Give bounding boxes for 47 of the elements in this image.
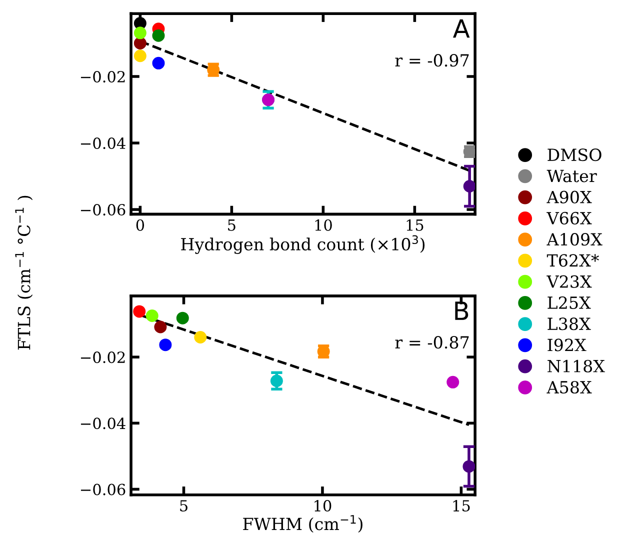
annotation: B [455, 302, 468, 320]
x-tick-label: 10 [315, 219, 332, 231]
x-tick-label: 15 [406, 219, 424, 231]
point [152, 29, 165, 42]
legend-label: N118X [548, 360, 605, 372]
point [133, 305, 146, 318]
point [446, 376, 460, 388]
legend-label: A58X [546, 380, 592, 394]
text: −0.06 [80, 204, 126, 216]
legend-label: L25X [548, 296, 591, 310]
legend-label: V23X [546, 275, 592, 288]
point [159, 338, 172, 352]
legend-label: Water [546, 170, 597, 182]
legend-label: I92X [548, 338, 586, 352]
annotation: A [453, 19, 470, 38]
point [134, 36, 146, 50]
legend-label: DMSO [548, 148, 602, 162]
point [134, 26, 146, 40]
x-tick-label: 0 [136, 219, 144, 231]
legend-label: L38X [548, 318, 591, 330]
point [146, 310, 158, 322]
annotation: r = -0.97 [395, 54, 469, 67]
point [134, 50, 146, 62]
legend-label: T62X* [546, 254, 600, 267]
x-axis-title: Hydrogen bond count (×10$^{3}$) [181, 235, 425, 254]
point [194, 330, 207, 344]
y-axis-title: FTLS (cm$^{−1}$ °C$^{−1}$ ) [15, 196, 33, 350]
text: −0.04 [80, 418, 126, 430]
annotation: r = -0.87 [395, 336, 469, 349]
point [463, 180, 476, 192]
legend-label: A90X [546, 190, 592, 204]
legend-label: V66X [546, 212, 592, 225]
x-tick-label: 15 [453, 500, 470, 512]
text: −0.06 [80, 484, 126, 496]
point [176, 312, 189, 324]
x-axis-title: FWHM (cm$^{−1}$) [243, 515, 362, 533]
text: −0.04 [80, 137, 126, 150]
point [462, 460, 476, 473]
text: −0.02 [80, 70, 125, 83]
point [270, 374, 283, 388]
x-tick-label: 5 [228, 220, 236, 231]
x-tick-label: 5 [180, 500, 188, 512]
point [152, 56, 165, 70]
legend-label: A109X [546, 233, 602, 246]
point [154, 320, 167, 334]
x-tick-label: 10 [314, 500, 332, 512]
text: −0.02 [80, 352, 125, 364]
